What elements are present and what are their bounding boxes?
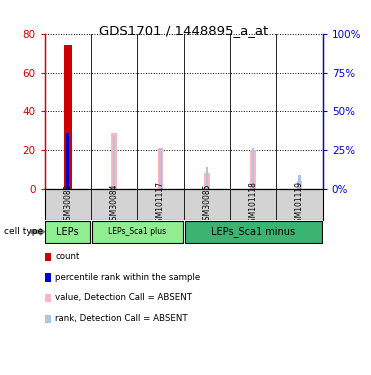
Bar [159,148,162,189]
Bar [113,136,115,189]
Text: GDS1701 / 1448895_a_at: GDS1701 / 1448895_a_at [99,24,268,38]
Bar [297,181,302,189]
Text: rank, Detection Call = ABSENT: rank, Detection Call = ABSENT [55,314,188,323]
Bar [250,150,256,189]
Text: LEPs_Sca1 minus: LEPs_Sca1 minus [211,226,295,237]
Bar [158,148,163,189]
Text: GSM101117: GSM101117 [156,181,165,227]
Text: GSM30082: GSM30082 [63,184,72,225]
Bar [252,148,255,189]
Bar [45,221,90,243]
Text: value, Detection Call = ABSENT: value, Detection Call = ABSENT [55,293,192,302]
Text: GSM101119: GSM101119 [295,181,304,227]
Text: LEPs_Sca1 plus: LEPs_Sca1 plus [108,227,166,236]
Text: GSM101118: GSM101118 [249,182,258,227]
Text: GSM30085: GSM30085 [202,183,211,225]
Bar [298,175,301,189]
Text: cell type: cell type [4,227,43,236]
Bar [111,133,117,189]
Bar [92,221,183,243]
Text: count: count [55,252,79,261]
Text: LEPs: LEPs [56,227,79,237]
Bar [185,221,322,243]
Bar [206,168,208,189]
Bar [66,133,69,189]
Bar [204,173,210,189]
Text: GSM30084: GSM30084 [109,183,119,225]
Bar [63,45,72,189]
Text: percentile rank within the sample: percentile rank within the sample [55,273,200,282]
